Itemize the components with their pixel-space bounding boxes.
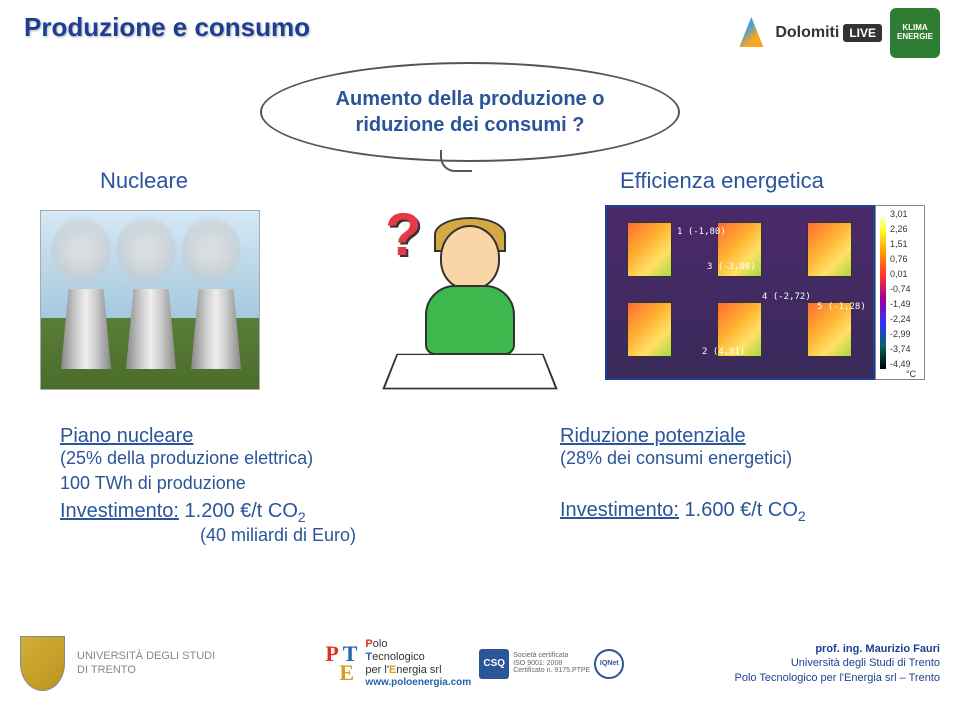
- reduction-block: Riduzione potenziale (28% dei consumi en…: [560, 425, 920, 524]
- csq-box-icon: CSQ: [479, 649, 509, 679]
- scale-tick: -4,49: [890, 359, 911, 369]
- csq-badge: CSQ Società certificata ISO 9001: 2008 C…: [479, 649, 624, 679]
- thermal-scale: 3,01 2,26 1,51 0,76 0,01 -0,74 -1,49 -2,…: [875, 205, 925, 380]
- reduction-title: Riduzione potenziale: [560, 425, 920, 448]
- scale-tick: 0,01: [890, 269, 908, 279]
- scale-tick: 2,26: [890, 224, 908, 234]
- plan-investment: Investimento: 1.200 €/t CO2: [60, 500, 420, 525]
- scale-bar: [880, 214, 886, 369]
- invest-label: Investimento:: [560, 499, 679, 521]
- pte-tecno: ecnologico: [372, 651, 425, 663]
- speech-tail: [430, 150, 480, 190]
- reduction-investment: Investimento: 1.600 €/t CO2: [560, 499, 920, 524]
- plan-production: 100 TWh di produzione: [60, 473, 420, 494]
- desk: [382, 354, 558, 390]
- pte-per: per l': [365, 664, 389, 676]
- thermal-point-5: 5 (-1,28): [817, 302, 866, 312]
- thermal-point-4: 4 (-2,72): [762, 292, 811, 302]
- logo-klima: KLIMA ENERGIE: [890, 8, 940, 58]
- thermal-window: [627, 222, 672, 277]
- slide-title: Produzione e consumo: [24, 12, 310, 43]
- cert-line2: ISO 9001: 2008: [513, 660, 562, 667]
- cert-line1: Società certificata: [513, 652, 568, 659]
- thermal-window: [627, 302, 672, 357]
- boy-head: [440, 225, 500, 290]
- bubble-line1: Aumento della produzione o: [336, 88, 605, 110]
- scale-tick: 0,76: [890, 254, 908, 264]
- label-nucleare: Nucleare: [100, 168, 188, 194]
- cooling-tower-icon: [61, 289, 111, 369]
- label-efficienza: Efficienza energetica: [620, 168, 824, 194]
- klima-line2: ENERGIE: [897, 33, 933, 42]
- uni-line1: UNIVERSITÀ DEGLI STUDI: [77, 650, 215, 662]
- cooling-tower-icon: [126, 289, 176, 369]
- thermal-image: 1 (-1,80) 3 (-3,80) 4 (-2,72) 5 (-1,28) …: [605, 205, 875, 380]
- thermal-container: 1 (-1,80) 3 (-3,80) 4 (-2,72) 5 (-1,28) …: [605, 205, 925, 380]
- affil-1: Università degli Studi di Trento: [734, 656, 940, 670]
- affil-2: Polo Tecnologico per l'Energia srl – Tre…: [734, 671, 940, 685]
- plan-title: Piano nucleare: [60, 425, 420, 448]
- thinking-boy-image: ?: [370, 195, 570, 395]
- boy-body: [425, 285, 515, 355]
- smoke-icon: [51, 216, 111, 286]
- pte-logo-icon: P T E: [325, 645, 357, 682]
- invest-value: 1.600 €/t CO: [685, 499, 798, 521]
- nuclear-plan-block: Piano nucleare (25% della produzione ele…: [60, 425, 420, 546]
- cert-line3: Certificato n. 9175.PTPE: [513, 667, 590, 674]
- header-logos: Dolomiti LIVE KLIMA ENERGIE: [731, 8, 940, 58]
- footer-left: UNIVERSITÀ DEGLI STUDI DI TRENTO: [20, 636, 215, 691]
- pte-text: Polo Tecnologico per l'Energia srl www.p…: [365, 638, 471, 689]
- footer: UNIVERSITÀ DEGLI STUDI DI TRENTO P T E P…: [0, 626, 960, 701]
- dolomiti-text: Dolomiti: [775, 24, 839, 42]
- pte-polo: olo: [373, 638, 388, 650]
- footer-right: prof. ing. Maurizio Fauri Università deg…: [734, 642, 940, 685]
- question-mark-icon: ?: [385, 200, 422, 269]
- scale-tick: -0,74: [890, 284, 911, 294]
- live-badge: LIVE: [843, 24, 882, 42]
- nuclear-plant-image: [40, 210, 260, 390]
- logo-dolomiti: Dolomiti LIVE: [731, 13, 882, 53]
- iqnet-icon: IQNet: [594, 649, 624, 679]
- smoke-icon: [181, 216, 241, 286]
- mountain-icon: [731, 13, 771, 53]
- footer-center: P T E Polo Tecnologico per l'Energia srl…: [325, 638, 624, 689]
- speech-text: Aumento della produzione o riduzione dei…: [336, 86, 605, 138]
- university-text: UNIVERSITÀ DEGLI STUDI DI TRENTO: [77, 650, 215, 676]
- invest-value: 1.200 €/t CO: [185, 500, 298, 522]
- smoke-icon: [116, 216, 176, 286]
- scale-tick: 1,51: [890, 239, 908, 249]
- pte-p: P: [365, 638, 372, 650]
- pte-url: www.poloenergia.com: [365, 677, 471, 688]
- csq-cert-text: Società certificata ISO 9001: 2008 Certi…: [513, 652, 590, 675]
- uni-line2: DI TRENTO: [77, 664, 136, 676]
- prof-name: prof. ing. Maurizio Fauri: [734, 642, 940, 656]
- pte-energia: nergia srl: [396, 664, 441, 676]
- scale-unit: °C: [906, 369, 916, 379]
- thermal-point-1: 1 (-1,80): [677, 227, 726, 237]
- speech-bubble: Aumento della produzione o riduzione dei…: [260, 62, 680, 162]
- cooling-tower-icon: [191, 289, 241, 369]
- university-shield-icon: [20, 636, 65, 691]
- plan-sub: (25% della produzione elettrica): [60, 448, 420, 469]
- plan-investment-sub: (40 miliardi di Euro): [200, 525, 420, 546]
- scale-tick: -2,99: [890, 329, 911, 339]
- thermal-window: [807, 222, 852, 277]
- reduction-sub: (28% dei consumi energetici): [560, 448, 920, 469]
- scale-tick: -1,49: [890, 299, 911, 309]
- thermal-point-2: 2 (4,81): [702, 347, 745, 357]
- scale-tick: -2,24: [890, 314, 911, 324]
- thermal-point-3: 3 (-3,80): [707, 262, 756, 272]
- invest-label: Investimento:: [60, 500, 179, 522]
- scale-tick: 3,01: [890, 209, 908, 219]
- scale-tick: -3,74: [890, 344, 911, 354]
- bubble-line2: riduzione dei consumi ?: [356, 114, 585, 136]
